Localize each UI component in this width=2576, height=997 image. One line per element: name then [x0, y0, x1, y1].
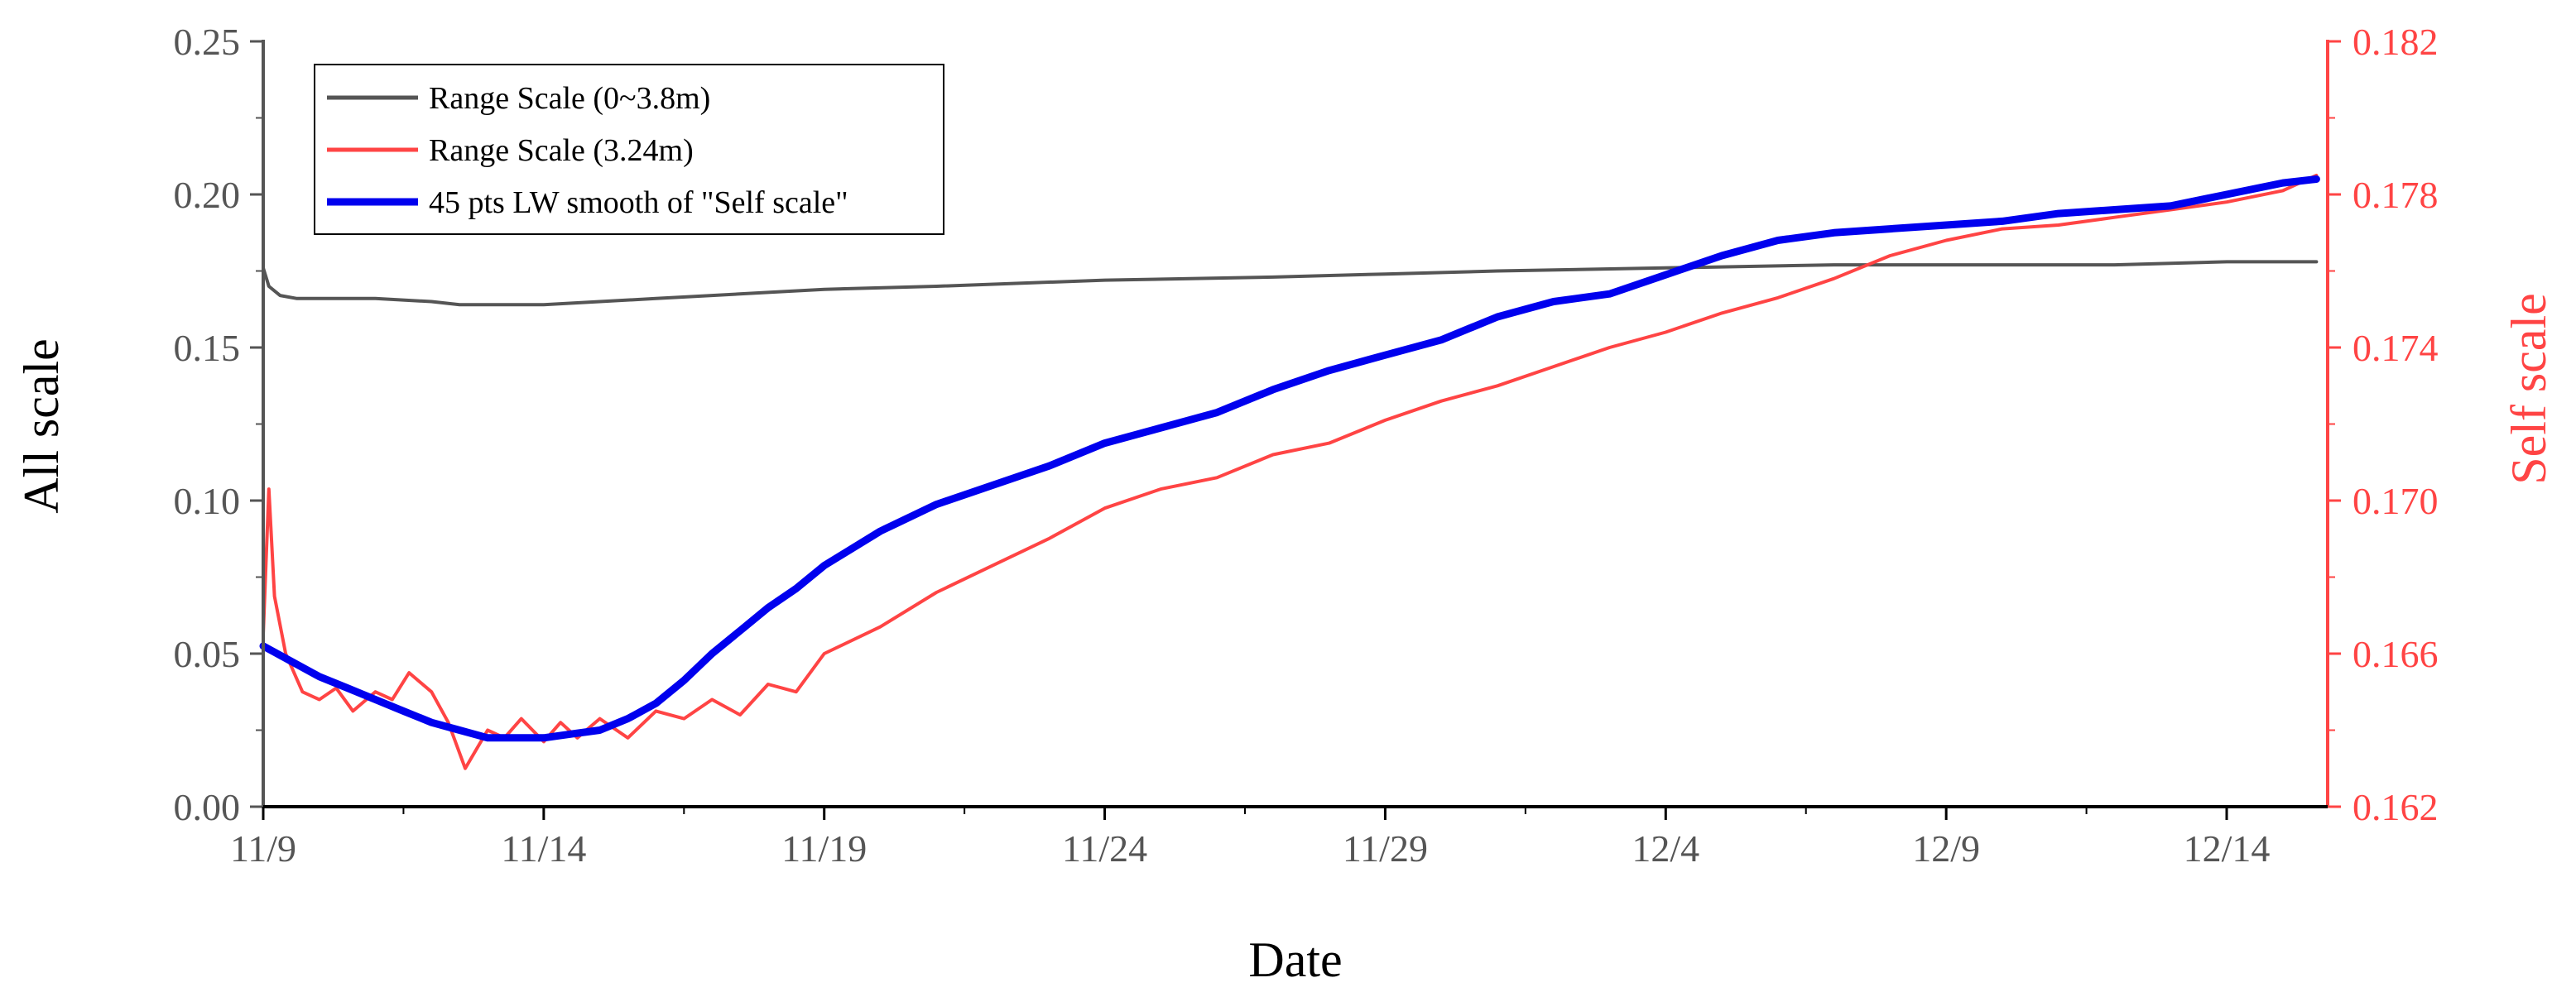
y-tick-label-right-4: 0.178: [2353, 174, 2439, 216]
axes: [262, 40, 2329, 808]
y-tick-label-left-1: 0.05: [174, 633, 241, 675]
x-tick-label-7: 12/14: [2184, 827, 2271, 870]
tick-layer: 0.00 0.05 0.10 0.15 0.20 0.25 0.162 0.166 0.170 0…: [174, 21, 2439, 870]
x-tick-label-0: 11/9: [230, 827, 296, 870]
y-axis-title-right: Self scale: [2502, 293, 2556, 485]
legend-label-range-324: Range Scale (3.24m): [429, 133, 694, 168]
y-tick-label-left-0: 0.00: [174, 786, 241, 828]
legend-label-range-full: Range Scale (0~3.8m): [429, 81, 710, 116]
legend-label-smooth: 45 pts LW smooth of "Self scale": [429, 185, 848, 220]
y-tick-label-left-3: 0.15: [174, 327, 241, 369]
y-tick-label-right-5: 0.182: [2353, 21, 2439, 63]
x-tick-label-3: 11/24: [1062, 827, 1147, 870]
y-tick-label-right-0: 0.162: [2353, 786, 2439, 828]
series-line-1: [262, 173, 2319, 770]
x-tick-label-4: 11/29: [1343, 827, 1428, 870]
legend-frame: [314, 64, 944, 235]
x-tick-label-1: 11/14: [501, 827, 586, 870]
y-axis-title-left: All scale: [14, 338, 69, 514]
y-tick-label-left-4: 0.20: [174, 174, 241, 216]
x-tick-label-6: 12/9: [1912, 827, 1980, 870]
plot-lines: [259, 173, 2320, 770]
x-axis-title: Date: [1248, 932, 1342, 987]
y-tick-label-right-1: 0.166: [2353, 633, 2439, 675]
y-tick-label-right-3: 0.174: [2353, 327, 2439, 369]
y-tick-label-right-2: 0.170: [2353, 480, 2439, 522]
x-tick-label-5: 12/4: [1632, 827, 1699, 870]
y-tick-label-left-5: 0.25: [174, 21, 241, 63]
series-line-2: [259, 175, 2320, 742]
y-tick-label-left-2: 0.10: [174, 480, 241, 522]
x-tick-label-2: 11/19: [781, 827, 867, 870]
legend: Range Scale (0~3.8m) Range Scale (3.24m)…: [314, 64, 944, 235]
series-line-0: [262, 260, 2319, 307]
